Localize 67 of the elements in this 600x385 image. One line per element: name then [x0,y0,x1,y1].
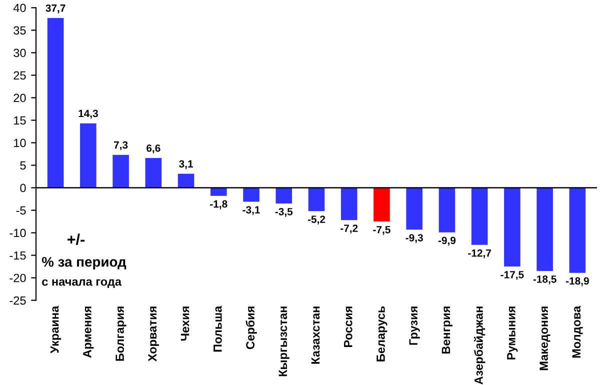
data-label: -9,9 [438,236,456,246]
y-tick-label: 15 [14,116,26,125]
bar [504,188,520,267]
x-tick-label: Венгрия [442,306,452,354]
data-label: 14,3 [78,110,98,119]
x-tick-label: Чехия [180,306,190,341]
x-tick-label: Сербия [246,306,257,350]
y-tick-label: 20 [14,94,26,102]
data-label: -17,5 [500,271,524,280]
annotation: % за период [42,256,126,270]
bar [569,188,586,273]
data-label: -7,2 [340,224,358,234]
x-tick-label: Казахстан [311,306,320,364]
x-tick-label: Кыргызстан [278,306,290,376]
data-label: 6,6 [146,144,160,154]
x-tick-label: Румыния [507,306,518,360]
x-tick-label: Украина [50,306,62,354]
bar [308,188,325,212]
y-tick-label: -20 [10,274,26,282]
y-tick-label: -10 [10,228,26,238]
bar [340,188,358,220]
data-label: -18,5 [533,275,556,284]
data-label: -18,9 [566,277,589,286]
x-tick-label: Россия [344,306,352,347]
bar [536,188,553,272]
y-tick-label: 30 [14,48,26,58]
y-tick-label: 25 [14,71,26,80]
y-tick-label: 10 [14,138,26,148]
x-tick-label: Армения [83,306,94,358]
y-tick-label: 0 [20,184,26,192]
annotation: +/- [67,234,84,246]
bar [112,154,129,188]
bar [243,188,260,202]
x-tick-label: Хорватия [148,306,159,362]
x-tick-label: Грузия [409,306,420,345]
annotation: с начала года [42,279,122,288]
bar [80,123,96,188]
x-tick-label: Болгария [116,306,126,361]
bar [47,18,64,188]
bar [178,174,194,188]
y-tick-label: 40 [13,4,26,12]
data-label: -3,5 [275,208,293,217]
data-label: -3,1 [242,206,260,216]
data-label: 37,7 [46,4,66,14]
y-tick-label: -5 [16,206,26,215]
x-tick-label: Беларусь [376,306,388,362]
data-label: -9,3 [406,234,423,243]
data-label: -1,8 [210,200,228,210]
bar [276,188,292,204]
x-tick-label: Македония [540,306,550,370]
bar [406,188,423,230]
bar [471,188,488,245]
x-tick-label: Польша [214,306,222,352]
data-label: 3,1 [179,160,193,170]
data-label: -12,7 [468,249,491,258]
bar [374,188,390,222]
data-label: 7,3 [114,141,128,150]
y-tick-label: -25 [10,296,26,305]
data-label: -5,2 [308,216,326,224]
bar [438,188,456,232]
data-label: -7,5 [373,226,390,235]
x-tick-label: Азербайджан [474,306,486,384]
x-tick-label: Молдова [572,306,583,358]
y-tick-label: 5 [20,161,26,170]
y-tick-label: -15 [10,251,26,260]
y-tick-label: 35 [14,26,26,35]
bar [145,158,162,188]
